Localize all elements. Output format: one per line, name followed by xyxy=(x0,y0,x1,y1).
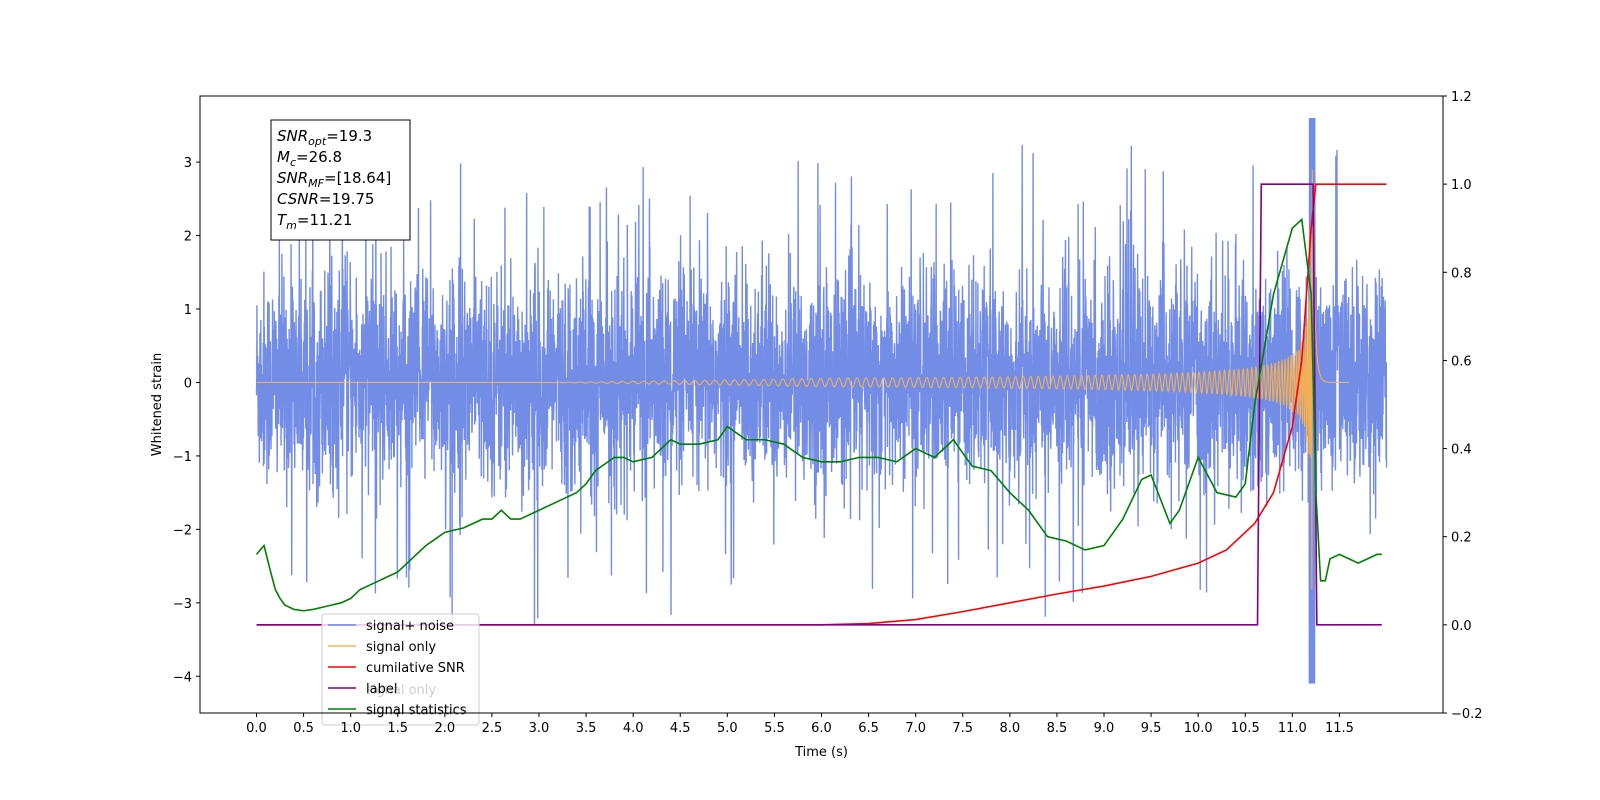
annotation-line-tm: Tm=11.21 xyxy=(277,211,352,232)
y-axis-label: Whitened strain xyxy=(150,353,165,456)
annotation-symbol: CSNR xyxy=(277,190,319,208)
y-tick-label: 3 xyxy=(184,156,192,171)
annotation-value: 26.8 xyxy=(309,148,342,166)
y-tick-label: −4 xyxy=(173,670,192,685)
legend-label: signal+ noise xyxy=(366,619,454,634)
x-tick-label: 6.5 xyxy=(858,721,879,736)
annotation-value: 19.3 xyxy=(339,127,372,145)
annotation-subscript: MF xyxy=(308,177,324,190)
annotation-equals: = xyxy=(297,211,310,229)
x-tick-label: 0.0 xyxy=(246,721,267,736)
y2-tick-label: −0.2 xyxy=(1451,707,1483,722)
legend-label: cumilative SNR xyxy=(366,661,465,676)
x-tick-label: 3.0 xyxy=(529,721,550,736)
series-signal-only xyxy=(256,170,1349,590)
annotation-box: SNRopt=19.3Mc=26.8SNRMF=[18.64]CSNR=19.7… xyxy=(270,119,411,241)
legend-label: signal only xyxy=(366,640,436,655)
x-tick-label: 5.5 xyxy=(764,721,785,736)
legend-label: signal statistics xyxy=(366,703,467,718)
y2-tick-label: 0.4 xyxy=(1451,443,1472,458)
legend-frame xyxy=(321,613,480,726)
x-tick-label: 2.0 xyxy=(434,721,455,736)
x-tick-label: 11.0 xyxy=(1278,721,1307,736)
y2-tick-label: 1.0 xyxy=(1451,178,1472,193)
x-tick-label: 6.0 xyxy=(811,721,832,736)
annotation-subscript: c xyxy=(290,156,296,169)
annotation-line-mc: Mc=26.8 xyxy=(277,148,342,169)
x-tick-label: 3.5 xyxy=(576,721,597,736)
annotation-symbol: T xyxy=(277,211,288,229)
x-tick-label: 10.0 xyxy=(1184,721,1213,736)
y-tick-label: 1 xyxy=(184,303,192,318)
y2-tick-label: 0.0 xyxy=(1451,619,1472,634)
x-tick-label: 10.5 xyxy=(1231,721,1260,736)
series-cumulative-snr xyxy=(256,183,1387,626)
annotation-value: 19.75 xyxy=(332,190,375,208)
x-tick-label: 11.5 xyxy=(1325,721,1354,736)
y2-tick-label: 0.8 xyxy=(1451,266,1472,281)
y-tick-label: −1 xyxy=(173,450,192,465)
x-tick-label: 1.0 xyxy=(340,721,361,736)
annotation-symbol: SNR xyxy=(277,127,308,145)
annotation-value: [18.64] xyxy=(337,169,392,187)
series-signal-noise xyxy=(255,118,1388,684)
series-label xyxy=(256,183,1382,626)
x-tick-label: 0.5 xyxy=(293,721,314,736)
x-tick-label: 5.0 xyxy=(717,721,738,736)
annotation-subscript: m xyxy=(286,219,297,232)
x-axis-label: Time (s) xyxy=(794,745,848,760)
legend: signal only signal statistics signal+ nois… xyxy=(321,613,480,726)
plot-area xyxy=(255,118,1388,684)
x-tick-label: 9.5 xyxy=(1141,721,1162,736)
annotation-frame xyxy=(270,119,411,241)
y-tick-label: 2 xyxy=(184,230,192,245)
y2-tick-label: 0.6 xyxy=(1451,354,1472,369)
x-tick-label: 1.5 xyxy=(387,721,408,736)
annotation-equals: = xyxy=(296,148,309,166)
annotation-value: 11.21 xyxy=(309,211,352,229)
annotation-equals: = xyxy=(319,190,332,208)
x-tick-label: 4.0 xyxy=(623,721,644,736)
annotation-line-csnr: CSNR=19.75 xyxy=(277,190,374,208)
x-tick-label: 9.0 xyxy=(1094,721,1115,736)
annotation-symbol: M xyxy=(277,148,290,166)
annotation-equals: = xyxy=(324,169,337,187)
y2-tick-label: 1.2 xyxy=(1451,90,1472,105)
x-tick-label: 4.5 xyxy=(670,721,691,736)
x-tick-label: 7.5 xyxy=(952,721,973,736)
x-tick-label: 7.0 xyxy=(905,721,926,736)
x-tick-label: 8.0 xyxy=(999,721,1020,736)
x-tick-label: 8.5 xyxy=(1047,721,1068,736)
series-signal-statistics xyxy=(255,217,1382,612)
annotation-equals: = xyxy=(326,127,339,145)
y-tick-label: −3 xyxy=(173,597,192,612)
y-tick-label: 0 xyxy=(184,376,192,391)
y2-tick-label: 0.2 xyxy=(1451,531,1472,546)
x-tick-label: 2.5 xyxy=(482,721,503,736)
legend-label: label xyxy=(366,682,397,697)
axes: 0.0 0.5 1.0 1.5 2.0 2.5 3.0 3.5 4.0 4.5 5.0 5.5 6.0 6… xyxy=(150,90,1483,760)
y-tick-label: −2 xyxy=(173,523,192,538)
annotation-line-snr_mf: SNRMF=[18.64] xyxy=(277,169,391,190)
annotation-subscript: opt xyxy=(308,135,327,148)
annotation-symbol: SNR xyxy=(277,169,308,187)
annotation-line-snr_opt: SNRopt=19.3 xyxy=(277,127,372,148)
